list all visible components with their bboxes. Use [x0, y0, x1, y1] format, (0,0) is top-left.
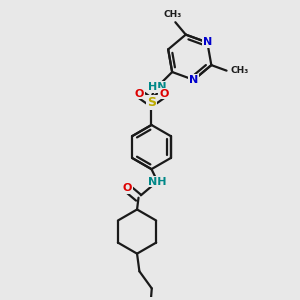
- Text: CH₃: CH₃: [230, 66, 248, 75]
- Text: O: O: [123, 183, 132, 193]
- Text: CH₃: CH₃: [164, 10, 182, 19]
- Text: O: O: [159, 88, 169, 98]
- Text: HN: HN: [148, 82, 166, 92]
- Text: NH: NH: [148, 176, 166, 187]
- Text: N: N: [189, 75, 198, 85]
- Text: O: O: [134, 88, 144, 98]
- Text: S: S: [147, 96, 156, 109]
- Text: N: N: [203, 38, 212, 47]
